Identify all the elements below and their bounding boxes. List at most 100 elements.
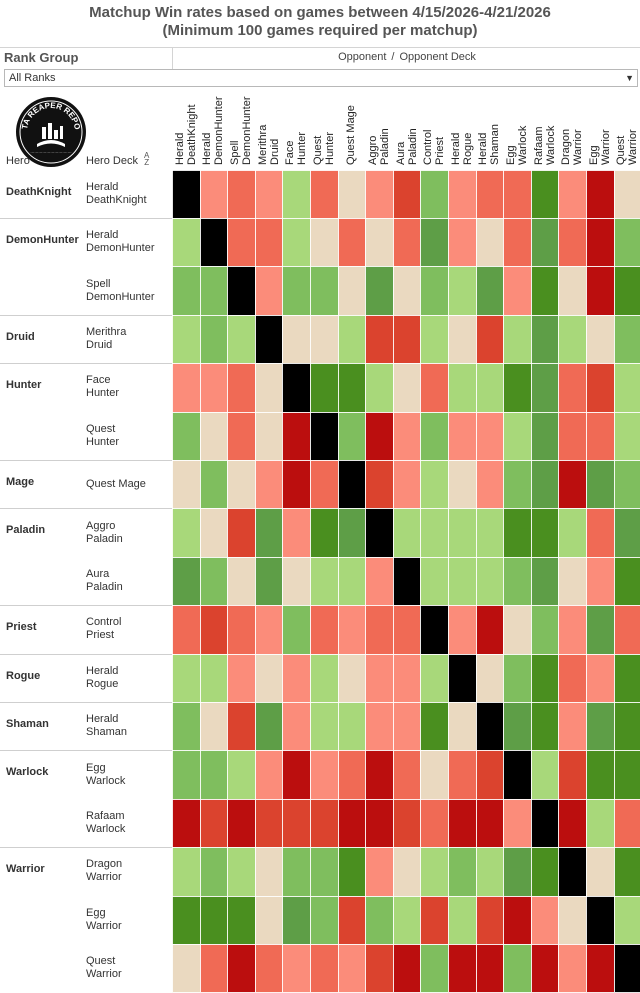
matchup-cell[interactable] (337, 943, 366, 993)
matchup-cell[interactable] (475, 943, 504, 993)
matchup-cell[interactable] (530, 943, 559, 993)
matchup-cell[interactable] (475, 508, 504, 558)
matchup-cell[interactable] (448, 314, 477, 364)
matchup-cell[interactable] (503, 701, 532, 751)
matchup-cell[interactable] (448, 847, 477, 896)
matchup-cell[interactable] (420, 653, 449, 703)
matchup-cell[interactable] (420, 508, 449, 558)
matchup-cell[interactable] (586, 895, 615, 945)
matchup-cell[interactable] (365, 605, 394, 654)
matchup-cell[interactable] (254, 653, 283, 703)
matchup-cell[interactable] (282, 508, 311, 558)
matchup-cell[interactable] (420, 701, 449, 751)
matchup-cell[interactable] (613, 943, 640, 993)
matchup-cell[interactable] (392, 411, 421, 461)
matchup-cell[interactable] (558, 701, 587, 751)
matchup-cell[interactable] (254, 605, 283, 654)
matchup-cell[interactable] (172, 169, 201, 219)
matchup-cell[interactable] (282, 411, 311, 461)
matchup-cell[interactable] (420, 459, 449, 509)
matchup-cell[interactable] (392, 314, 421, 364)
matchup-cell[interactable] (586, 556, 615, 606)
matchup-cell[interactable] (227, 363, 256, 412)
matchup-cell[interactable] (503, 169, 532, 219)
matchup-cell[interactable] (282, 798, 311, 848)
matchup-cell[interactable] (392, 750, 421, 800)
matchup-cell[interactable] (282, 217, 311, 267)
matchup-cell[interactable] (530, 266, 559, 316)
matchup-cell[interactable] (227, 508, 256, 558)
matchup-cell[interactable] (310, 314, 339, 364)
matchup-cell[interactable] (613, 508, 640, 558)
matchup-cell[interactable] (558, 895, 587, 945)
matchup-cell[interactable] (530, 459, 559, 509)
matchup-cell[interactable] (558, 411, 587, 461)
matchup-cell[interactable] (282, 169, 311, 219)
matchup-cell[interactable] (172, 943, 201, 993)
matchup-cell[interactable] (586, 798, 615, 848)
matchup-cell[interactable] (310, 266, 339, 316)
matchup-cell[interactable] (475, 266, 504, 316)
matchup-cell[interactable] (558, 750, 587, 800)
matchup-cell[interactable] (475, 169, 504, 219)
matchup-cell[interactable] (558, 943, 587, 993)
matchup-cell[interactable] (475, 701, 504, 751)
matchup-cell[interactable] (503, 266, 532, 316)
matchup-cell[interactable] (365, 169, 394, 219)
matchup-cell[interactable] (254, 411, 283, 461)
matchup-cell[interactable] (337, 798, 366, 848)
matchup-cell[interactable] (475, 895, 504, 945)
matchup-cell[interactable] (420, 217, 449, 267)
matchup-cell[interactable] (503, 508, 532, 558)
matchup-cell[interactable] (503, 217, 532, 267)
matchup-cell[interactable] (503, 314, 532, 364)
matchup-cell[interactable] (530, 653, 559, 703)
matchup-cell[interactable] (558, 363, 587, 412)
matchup-cell[interactable] (227, 459, 256, 509)
matchup-cell[interactable] (613, 798, 640, 848)
matchup-cell[interactable] (310, 605, 339, 654)
matchup-cell[interactable] (613, 169, 640, 219)
matchup-cell[interactable] (227, 266, 256, 316)
matchup-cell[interactable] (613, 750, 640, 800)
matchup-cell[interactable] (199, 217, 228, 267)
matchup-cell[interactable] (503, 653, 532, 703)
matchup-cell[interactable] (530, 363, 559, 412)
matchup-cell[interactable] (586, 363, 615, 412)
matchup-cell[interactable] (282, 653, 311, 703)
matchup-cell[interactable] (337, 266, 366, 316)
matchup-cell[interactable] (199, 459, 228, 509)
matchup-cell[interactable] (392, 847, 421, 896)
matchup-cell[interactable] (448, 363, 477, 412)
matchup-cell[interactable] (310, 798, 339, 848)
matchup-cell[interactable] (227, 653, 256, 703)
matchup-cell[interactable] (503, 943, 532, 993)
matchup-cell[interactable] (420, 556, 449, 606)
matchup-cell[interactable] (392, 266, 421, 316)
matchup-cell[interactable] (530, 314, 559, 364)
matchup-cell[interactable] (172, 653, 201, 703)
matchup-cell[interactable] (337, 169, 366, 219)
matchup-cell[interactable] (254, 701, 283, 751)
matchup-cell[interactable] (365, 217, 394, 267)
matchup-cell[interactable] (475, 605, 504, 654)
matchup-cell[interactable] (558, 653, 587, 703)
matchup-cell[interactable] (448, 169, 477, 219)
matchup-cell[interactable] (227, 943, 256, 993)
matchup-cell[interactable] (199, 701, 228, 751)
matchup-cell[interactable] (503, 556, 532, 606)
matchup-cell[interactable] (530, 217, 559, 267)
matchup-cell[interactable] (254, 459, 283, 509)
matchup-cell[interactable] (613, 459, 640, 509)
matchup-cell[interactable] (613, 411, 640, 461)
matchup-cell[interactable] (172, 605, 201, 654)
matchup-cell[interactable] (558, 508, 587, 558)
matchup-cell[interactable] (392, 459, 421, 509)
matchup-cell[interactable] (310, 169, 339, 219)
matchup-cell[interactable] (282, 605, 311, 654)
matchup-cell[interactable] (337, 847, 366, 896)
matchup-cell[interactable] (448, 653, 477, 703)
matchup-cell[interactable] (613, 266, 640, 316)
matchup-cell[interactable] (282, 314, 311, 364)
matchup-cell[interactable] (586, 605, 615, 654)
